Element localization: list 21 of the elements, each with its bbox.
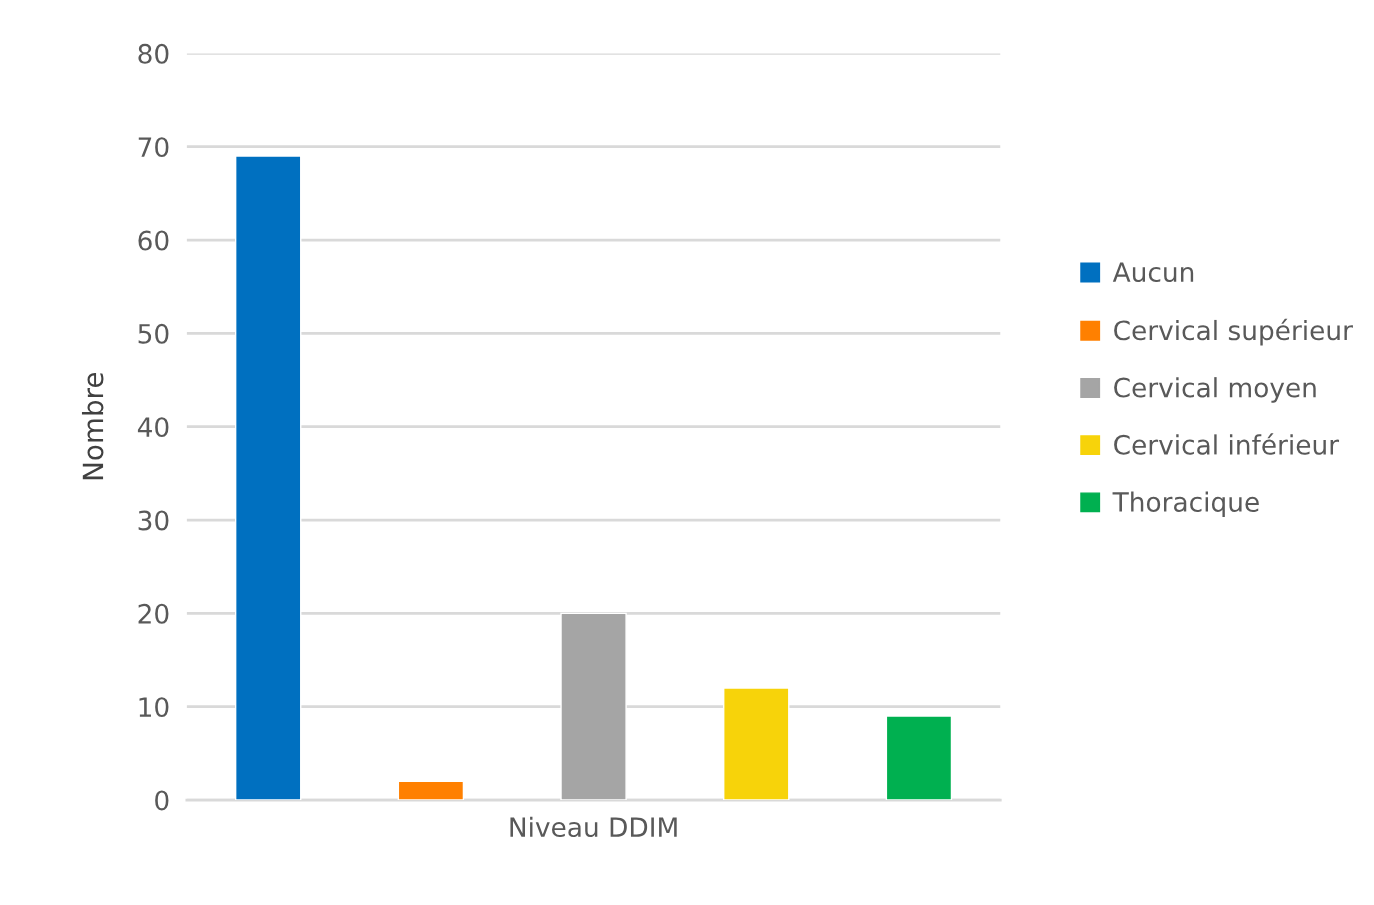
bar (885, 715, 953, 801)
y-tick-label: 50 (138, 323, 169, 344)
x-tick-label: Niveau DDIM (510, 816, 677, 838)
bar (234, 155, 302, 801)
legend-label: Cervical moyen (1114, 377, 1316, 403)
legend-label: Cervical inférieur (1114, 433, 1340, 455)
y-tick-label: 80 (138, 43, 169, 64)
bar (397, 780, 465, 801)
legend-label: Aucun (1112, 262, 1194, 283)
y-tick-label: 60 (138, 230, 169, 251)
y-axis-title: Nombre (81, 373, 104, 480)
legend-label: Cervical supérieur (1114, 318, 1353, 346)
bar (560, 612, 627, 801)
y-tick-label: 20 (138, 603, 169, 624)
y-tick-label: 30 (138, 510, 169, 531)
y-tick-label: 40 (137, 417, 169, 438)
y-tick-label: 10 (139, 697, 169, 718)
legend-label: Thoracique (1112, 491, 1259, 518)
bar (723, 687, 790, 801)
y-tick-label: 70 (138, 137, 169, 158)
y-tick-label: 0 (155, 790, 169, 811)
